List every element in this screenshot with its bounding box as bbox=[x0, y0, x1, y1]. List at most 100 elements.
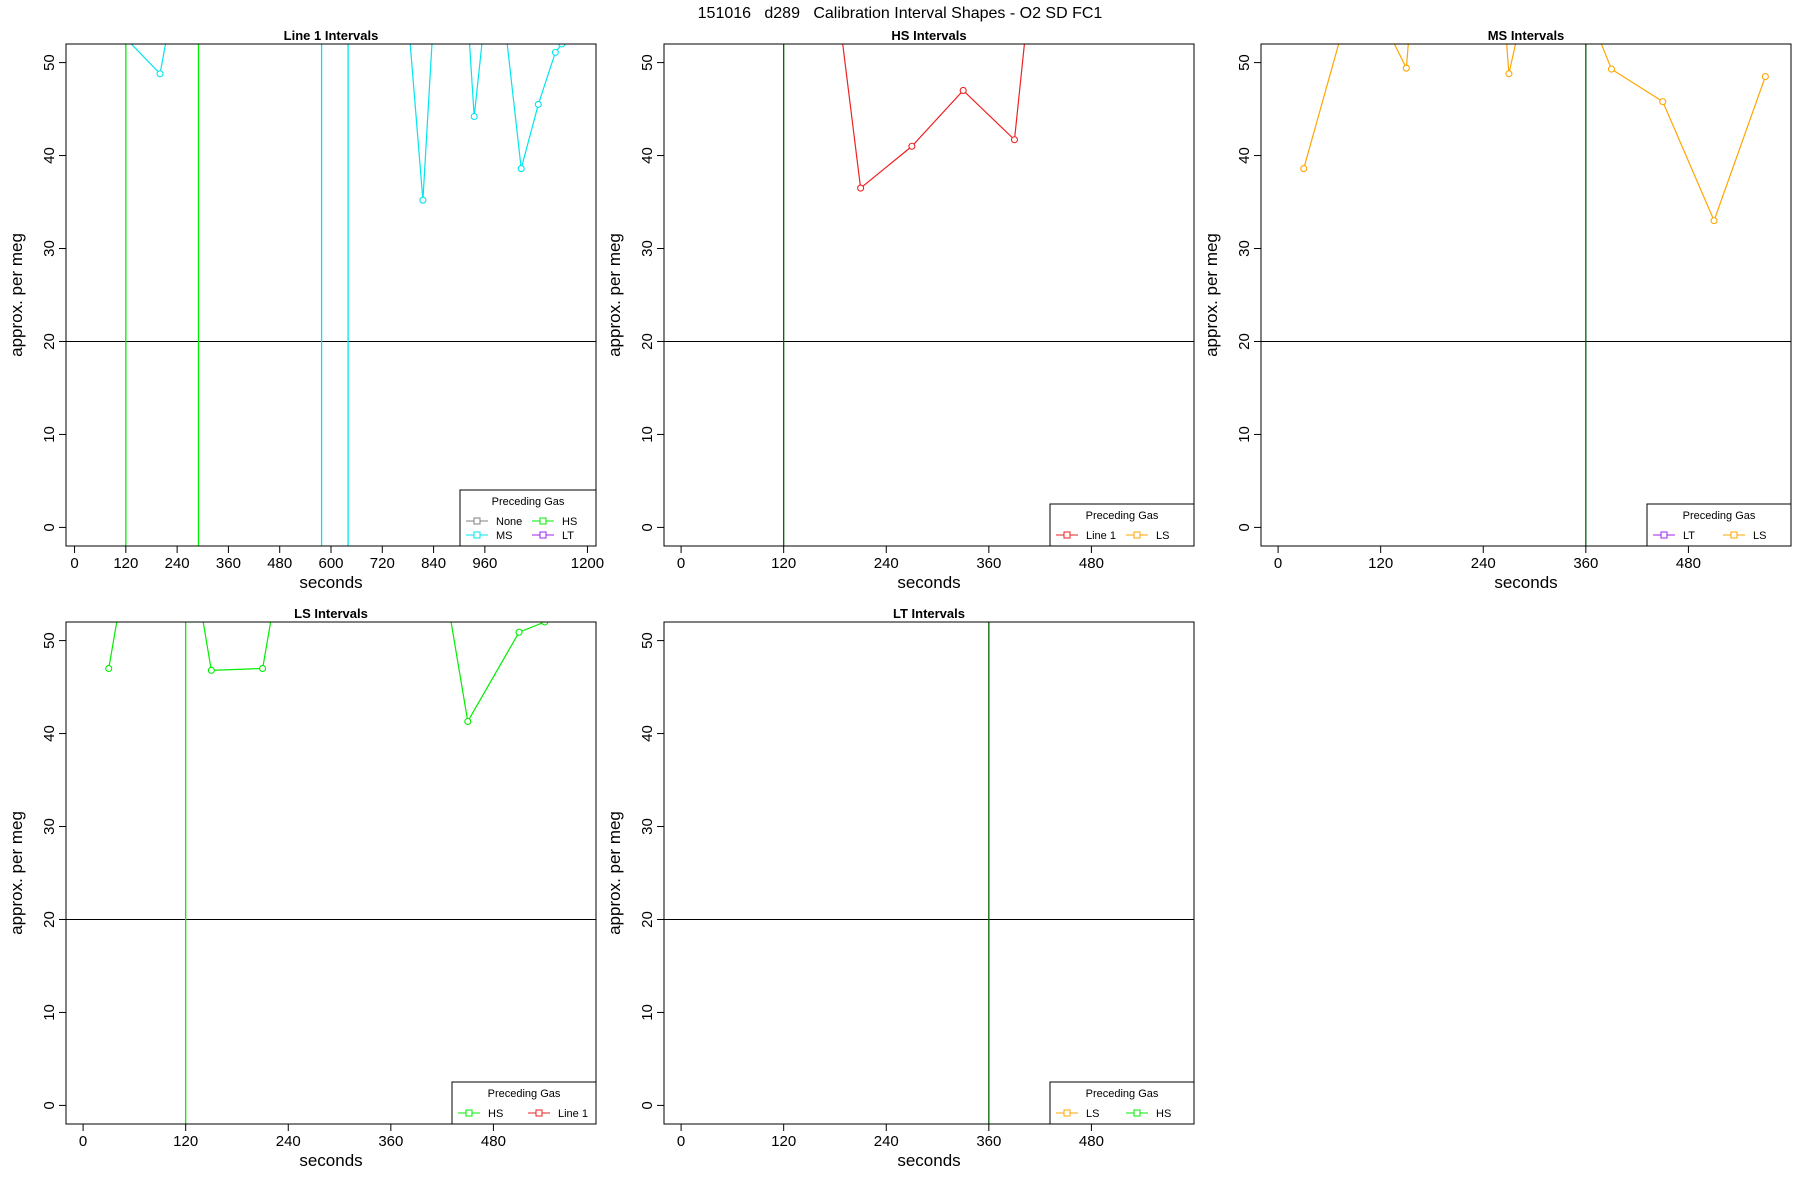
panel-title: Line 1 Intervals bbox=[284, 28, 379, 43]
legend-swatch-marker bbox=[473, 517, 481, 525]
chart-panels: Line 1 Intervals 0 120 240 360 480 600 720 840 96… bbox=[7, 28, 1792, 1170]
data-point bbox=[1761, 72, 1769, 81]
data-point bbox=[156, 70, 164, 78]
plot-area bbox=[1261, 44, 1791, 546]
y-tick-label: 30 bbox=[639, 818, 656, 835]
plot-area bbox=[66, 44, 596, 546]
legend-title: Preceding Gas bbox=[1086, 510, 1159, 522]
data-point bbox=[908, 142, 916, 150]
figure-title: 151016 d289 Calibration Interval Shapes … bbox=[698, 5, 1103, 22]
x-tick-label: 840 bbox=[421, 555, 446, 572]
x-tick-label: 480 bbox=[1676, 555, 1701, 572]
legend-swatch-marker bbox=[1133, 531, 1141, 539]
x-tick-label: 240 bbox=[874, 555, 899, 572]
legend-swatch-marker bbox=[1730, 531, 1738, 539]
data-point bbox=[1010, 136, 1019, 144]
y-tick-label: 20 bbox=[1236, 333, 1253, 350]
x-tick-label: 360 bbox=[378, 1133, 403, 1150]
series-line-ms bbox=[130, 44, 563, 201]
y-tick-label: 0 bbox=[639, 1101, 656, 1109]
y-tick-label: 30 bbox=[41, 818, 58, 835]
data-point bbox=[517, 165, 525, 173]
plot-area bbox=[664, 622, 1194, 1124]
chart-panel-2: HS Intervals 0 120 240 360 480 0 10 20 30 40 50 seco… bbox=[605, 28, 1195, 592]
x-tick-label: 240 bbox=[165, 555, 190, 572]
legend-box bbox=[1049, 1081, 1195, 1125]
plot-frame bbox=[663, 43, 1195, 547]
plot-frame bbox=[65, 621, 597, 1125]
legend: Preceding Gas Line 1 LS bbox=[1049, 503, 1195, 547]
x-tick-label: 360 bbox=[976, 1133, 1001, 1150]
y-tick-label: 40 bbox=[639, 725, 656, 742]
y-tick-label: 10 bbox=[1236, 426, 1253, 443]
legend-swatch-marker bbox=[465, 1109, 473, 1117]
data-point bbox=[105, 664, 113, 673]
data-point bbox=[534, 100, 542, 108]
x-tick-label: 360 bbox=[1573, 555, 1598, 572]
legend-title: Preceding Gas bbox=[492, 496, 565, 508]
y-tick-label: 10 bbox=[41, 426, 58, 443]
data-point bbox=[1710, 217, 1718, 225]
y-tick-label: 50 bbox=[1236, 54, 1253, 71]
y-axis-label: approx. per meg bbox=[605, 811, 624, 935]
x-tick-label: 720 bbox=[370, 555, 395, 572]
data-point bbox=[1659, 98, 1667, 106]
legend-title: Preceding Gas bbox=[1086, 1088, 1159, 1100]
legend-entry-label: HS bbox=[488, 1108, 503, 1120]
y-axis-label: approx. per meg bbox=[7, 811, 26, 935]
legend-entry-label: LT bbox=[1683, 530, 1695, 542]
x-tick-label: 480 bbox=[1079, 555, 1104, 572]
legend: Preceding Gas None HS MS LT bbox=[459, 489, 597, 547]
x-tick-label: 600 bbox=[318, 555, 343, 572]
y-tick-label: 40 bbox=[41, 725, 58, 742]
x-tick-label: 0 bbox=[70, 555, 78, 572]
y-tick-label: 40 bbox=[41, 147, 58, 164]
y-tick-label: 10 bbox=[639, 1004, 656, 1021]
plot-frame bbox=[65, 43, 597, 547]
x-axis-label: seconds bbox=[1494, 573, 1557, 592]
data-point bbox=[1505, 70, 1513, 78]
series-line-hs bbox=[108, 622, 546, 724]
data-point bbox=[541, 622, 549, 626]
x-tick-label: 120 bbox=[113, 555, 138, 572]
x-tick-label: 0 bbox=[677, 555, 685, 572]
x-tick-label: 120 bbox=[1368, 555, 1393, 572]
legend-entry-label: HS bbox=[1156, 1108, 1171, 1120]
panel-title: LS Intervals bbox=[294, 606, 368, 621]
plot-frame bbox=[1260, 43, 1792, 547]
x-tick-label: 120 bbox=[771, 555, 796, 572]
chart-panel-1: Line 1 Intervals 0 120 240 360 480 600 720 840 96… bbox=[7, 28, 604, 592]
data-point bbox=[515, 628, 523, 636]
x-tick-label: 240 bbox=[1471, 555, 1496, 572]
legend-entry-label: HS bbox=[562, 516, 577, 528]
legend-entry-label: LS bbox=[1156, 530, 1169, 542]
y-tick-label: 20 bbox=[41, 911, 58, 928]
series-line-line-1 bbox=[842, 44, 1026, 190]
plot-frame bbox=[663, 621, 1195, 1125]
x-tick-label: 240 bbox=[276, 1133, 301, 1150]
data-point bbox=[259, 664, 267, 673]
legend-box bbox=[1646, 503, 1792, 547]
y-tick-label: 50 bbox=[41, 54, 58, 71]
x-tick-label: 240 bbox=[874, 1133, 899, 1150]
y-tick-label: 50 bbox=[639, 54, 656, 71]
panel-title: LT Intervals bbox=[893, 606, 965, 621]
legend-box bbox=[1049, 503, 1195, 547]
series-line-ls bbox=[1303, 44, 1766, 223]
legend-entry-label: Line 1 bbox=[558, 1108, 588, 1120]
y-axis-label: approx. per meg bbox=[605, 233, 624, 357]
x-tick-label: 480 bbox=[481, 1133, 506, 1150]
y-tick-label: 0 bbox=[1236, 523, 1253, 531]
legend-swatch-marker bbox=[1133, 1109, 1141, 1117]
x-tick-label: 960 bbox=[472, 555, 497, 572]
y-tick-label: 40 bbox=[1236, 147, 1253, 164]
legend-box bbox=[459, 489, 597, 547]
data-point bbox=[419, 196, 427, 204]
legend: Preceding Gas HS Line 1 bbox=[451, 1081, 597, 1125]
y-tick-label: 20 bbox=[41, 333, 58, 350]
x-axis-label: seconds bbox=[299, 1151, 362, 1170]
legend-title: Preceding Gas bbox=[488, 1088, 561, 1100]
legend-swatch-marker bbox=[473, 531, 481, 539]
x-tick-label: 480 bbox=[267, 555, 292, 572]
chart-panel-3: MS Intervals 0 120 240 360 480 0 10 20 30 40 50 seco… bbox=[1202, 28, 1792, 592]
